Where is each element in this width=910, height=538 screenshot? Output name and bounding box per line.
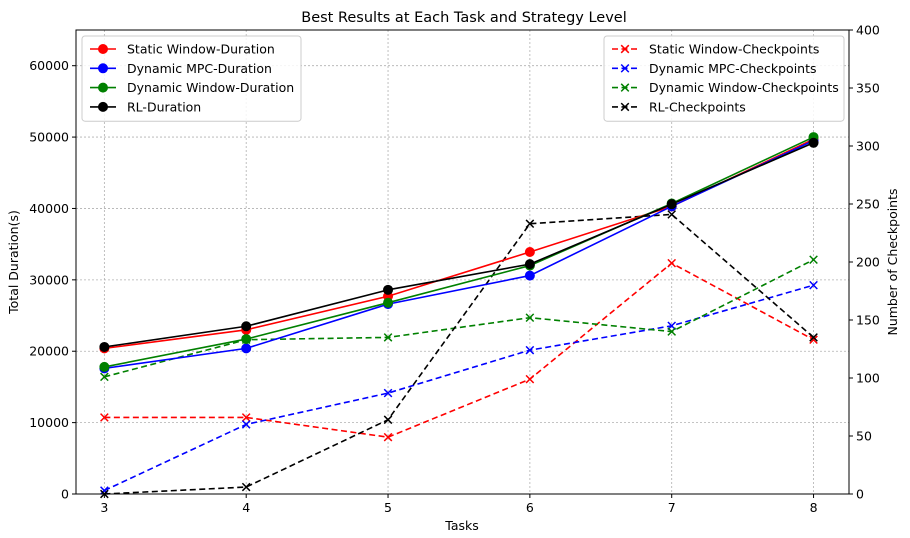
data-point-static-window-checkpoints [667,258,677,268]
chart-title: Best Results at Each Task and Strategy L… [301,10,627,26]
legend-marker-rl-duration [98,101,108,112]
series-line-dynamic-mpc-duration [104,139,814,370]
legend-label-dynamic-mpc-checkpoints: Dynamic MPC-Checkpoints [649,61,817,76]
y-tick-label-right: 100 [856,371,880,386]
y-tick-label-right: 50 [856,429,872,444]
data-point-dynamic-mpc-checkpoints [809,280,818,290]
y-axis-left-title: Total Duration(s) [6,210,21,315]
legend-marker-static-window-duration [98,44,108,54]
data-point-rl-duration [666,199,677,210]
y-tick-label-left: 50000 [29,130,69,145]
data-point-rl-duration [808,137,819,148]
series-line-static-window-checkpoints [104,262,814,438]
data-point-rl-checkpoints [383,415,393,425]
x-tick-label: 5 [384,500,392,515]
y-tick-label-right: 0 [856,487,864,502]
data-point-static-window-checkpoints [100,413,109,422]
data-point-dynamic-window-checkpoints [667,327,677,336]
legend-label-dynamic-mpc-duration: Dynamic MPC-Duration [127,61,272,76]
data-point-dynamic-mpc-checkpoints [383,388,393,398]
data-point-static-window-checkpoints [809,335,818,345]
legend-marker-dynamic-mpc-checkpoints [620,63,630,73]
y-tick-label-left: 0 [61,487,69,502]
series-line-rl-duration [104,142,814,348]
x-tick-label: 8 [810,500,818,515]
legend-label-dynamic-window-checkpoints: Dynamic Window-Checkpoints [649,80,839,95]
y-tick-label-right: 350 [856,81,880,96]
y-axis-left: 0 10000 20000 30000 40000 50000 60000 [29,58,76,502]
y-tick-label-left: 40000 [29,201,69,216]
data-point-static-window-checkpoints [241,413,251,422]
data-point-rl-duration [99,341,110,352]
legend-right: Static Window-Checkpoints Dynamic MPC-Che… [603,35,845,122]
legend-label-static-window-checkpoints: Static Window-Checkpoints [649,42,819,57]
x-axis-title: Tasks [444,518,479,533]
data-point-dynamic-window-checkpoints [525,313,535,323]
data-point-static-window-duration [524,247,535,258]
legend-marker-dynamic-window-duration [98,82,108,93]
y-tick-label-left: 30000 [29,272,69,287]
data-point-dynamic-window-duration [383,297,394,308]
series-line-dynamic-window-checkpoints [104,258,814,378]
data-point-dynamic-mpc-duration [241,343,252,354]
data-point-rl-checkpoints [241,482,251,492]
data-point-rl-checkpoints [809,333,818,342]
plot-lines [99,132,819,499]
data-point-dynamic-mpc-checkpoints [525,345,535,355]
legend-label-rl-duration: RL-Duration [127,99,201,114]
data-point-rl-duration [524,259,535,270]
y-axis-right: 0 50 100 150 200 250 300 350 400 [849,23,880,502]
legend-box [603,35,845,122]
series-static-window-checkpoints [100,258,818,442]
y-axis-right-title: Number of Checkpoints [885,188,900,335]
data-point-dynamic-window-checkpoints [383,333,393,342]
data-point-rl-duration [383,284,394,295]
legend-label-static-window-duration: Static Window-Duration [127,42,275,57]
y-tick-label-right: 300 [856,139,880,154]
y-tick-label-left: 10000 [29,415,69,430]
y-tick-label-left: 20000 [29,344,69,359]
y-tick-label-left: 60000 [29,58,69,73]
legend-label-dynamic-window-duration: Dynamic Window-Duration [127,80,294,95]
legend-marker-dynamic-window-checkpoints [620,83,630,92]
x-tick-label: 6 [526,500,534,515]
series-static-window-duration [99,134,819,354]
legend-label-rl-checkpoints: RL-Checkpoints [649,99,746,114]
data-point-static-window-checkpoints [383,432,393,442]
x-axis: 3 4 5 6 7 8 [100,494,818,515]
legend-marker-static-window-checkpoints [620,44,630,54]
data-point-dynamic-window-checkpoints [100,372,109,382]
data-point-dynamic-window-duration [241,334,252,345]
y-tick-label-right: 150 [856,313,880,328]
x-tick-label: 7 [668,500,676,515]
y-tick-label-right: 400 [856,23,880,38]
series-line-dynamic-mpc-checkpoints [104,284,814,492]
data-point-dynamic-window-checkpoints [809,255,818,265]
data-point-static-window-checkpoints [525,374,535,384]
data-point-rl-checkpoints [525,219,535,229]
x-tick-label: 3 [100,500,108,515]
y-tick-label-right: 250 [856,197,880,212]
series-line-dynamic-window-duration [104,136,814,368]
data-point-dynamic-mpc-checkpoints [100,486,109,495]
data-point-dynamic-mpc-checkpoints [241,420,251,429]
x-tick-label: 4 [242,500,250,515]
series-dynamic-mpc-duration [99,135,819,374]
legend-marker-dynamic-mpc-duration [98,63,108,74]
y-tick-label-right: 200 [856,255,880,270]
series-dynamic-mpc-checkpoints [100,280,818,495]
data-point-dynamic-window-duration [99,361,110,372]
data-point-dynamic-mpc-duration [524,270,535,281]
series-rl-duration [99,137,819,352]
data-point-rl-checkpoints [667,210,677,219]
legend-left: Static Window-Duration Dynamic MPC-Durati… [81,35,302,122]
series-line-rl-checkpoints [104,213,815,495]
legend-box [81,35,302,122]
series-line-static-window-duration [104,138,814,350]
data-point-rl-duration [241,321,252,332]
legend-marker-rl-checkpoints [620,102,630,112]
